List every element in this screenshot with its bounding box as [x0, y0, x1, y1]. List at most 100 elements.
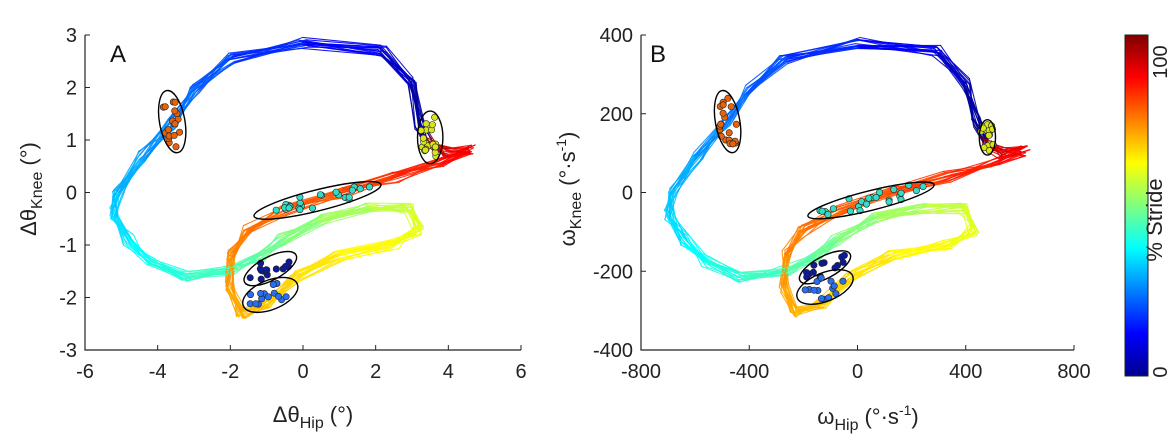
- event-point: [717, 120, 725, 128]
- trajectory-segment: [843, 192, 899, 211]
- event-point: [840, 251, 848, 259]
- event-point: [176, 128, 184, 136]
- event-point: [729, 140, 737, 148]
- event-point: [732, 120, 740, 128]
- trajectory-segment: [871, 203, 921, 214]
- confidence-ellipse: [713, 89, 742, 154]
- trajectory-segment: [230, 258, 236, 294]
- y-tick-label: 3: [66, 25, 77, 47]
- trajectory-segment: [685, 236, 712, 267]
- trajectory-segment: [227, 234, 245, 254]
- event-point: [810, 261, 818, 269]
- trajectory-segment: [232, 228, 250, 255]
- event-point: [348, 186, 356, 194]
- event-point: [846, 207, 854, 215]
- trajectory-segment: [116, 216, 132, 246]
- trajectory-segment: [230, 40, 302, 58]
- trajectory-segment: [789, 305, 820, 313]
- trajectory-segment: [668, 191, 679, 220]
- y-tick-label: -3: [59, 340, 77, 362]
- trajectory-segment: [785, 46, 856, 58]
- trajectory-segment: [152, 257, 183, 276]
- event-point: [272, 206, 280, 214]
- trajectory-segment: [706, 266, 747, 281]
- x-tick-label: -6: [76, 361, 94, 383]
- trajectory-segment: [115, 151, 140, 192]
- event-point: [912, 187, 920, 195]
- axis-line: [640, 35, 1074, 351]
- trajectory-segment: [397, 162, 441, 175]
- trajectory-segment: [948, 227, 977, 249]
- trajectory-segment: [306, 44, 382, 55]
- trajectory-segment: [181, 270, 228, 281]
- trajectory-segment: [338, 247, 391, 259]
- event-point: [170, 131, 178, 139]
- y-tick-label: 1: [66, 130, 77, 152]
- event-point: [285, 204, 293, 212]
- trajectory-segment: [247, 213, 282, 230]
- trajectory-segment: [225, 255, 235, 287]
- trajectory-segment: [782, 251, 790, 287]
- trajectory-segment: [130, 244, 155, 259]
- event-point: [272, 265, 280, 273]
- y-axis-label: ΔθKnee(°): [16, 142, 46, 236]
- trajectory-segment: [972, 118, 984, 140]
- trajectory-segment: [920, 209, 965, 213]
- trajectory-segment: [395, 223, 421, 241]
- y-tick-label: 0: [66, 183, 77, 205]
- trajectory-segment: [838, 221, 876, 243]
- trajectory-segment: [124, 235, 152, 262]
- trajectory-segment: [669, 216, 690, 237]
- event-point: [247, 291, 255, 299]
- trajectory-segment: [292, 253, 337, 282]
- confidence-ellipse: [253, 180, 382, 220]
- trajectory-segment: [940, 52, 972, 86]
- event-point: [885, 198, 893, 206]
- trajectory-segment: [371, 204, 405, 213]
- event-point: [356, 185, 364, 193]
- x-tick-label: 4: [443, 361, 454, 383]
- x-axis-label: ωHip (°·s-1): [817, 402, 918, 434]
- trajectory-segment: [887, 245, 947, 256]
- trajectory-segment: [321, 206, 371, 217]
- event-point: [316, 191, 324, 199]
- trajectory-segment: [225, 285, 238, 317]
- trajectory-segment: [438, 152, 471, 167]
- event-point: [830, 282, 838, 290]
- trajectory-segment: [132, 243, 149, 265]
- trajectory-segment: [998, 155, 1027, 166]
- trajectory-segment: [664, 219, 688, 237]
- event-point: [282, 293, 290, 301]
- trajectory-segment: [894, 176, 946, 190]
- trajectory-segment: [784, 286, 797, 318]
- trajectory-segment: [407, 82, 416, 127]
- trajectory-segment: [778, 43, 856, 60]
- confidence-ellipse: [242, 276, 299, 314]
- event-point: [727, 103, 735, 111]
- trajectory-segment: [948, 164, 992, 182]
- trajectory-segment: [891, 239, 952, 258]
- confidence-ellipse: [416, 110, 444, 165]
- trajectory-segment: [262, 274, 292, 307]
- trajectory-segment: [850, 260, 891, 282]
- event-point: [269, 280, 277, 288]
- y-tick-label: -2: [59, 288, 77, 310]
- event-point: [171, 120, 179, 128]
- trajectory-segment: [668, 218, 687, 238]
- event-point: [308, 204, 316, 212]
- trajectory-segment: [744, 272, 790, 278]
- event-point: [827, 277, 835, 285]
- event-point: [296, 206, 304, 214]
- trajectory-segment: [301, 47, 383, 57]
- y-tick-label: -1: [59, 235, 77, 257]
- trajectory-segment: [263, 236, 287, 254]
- event-point: [817, 295, 825, 303]
- trajectory-segment: [838, 219, 873, 239]
- trajectory-segment: [788, 229, 807, 253]
- confidence-ellipse: [796, 269, 854, 305]
- event-point: [171, 98, 179, 106]
- event-point: [161, 103, 169, 111]
- trajectory-segment: [262, 243, 287, 256]
- trajectory-segment: [195, 62, 236, 87]
